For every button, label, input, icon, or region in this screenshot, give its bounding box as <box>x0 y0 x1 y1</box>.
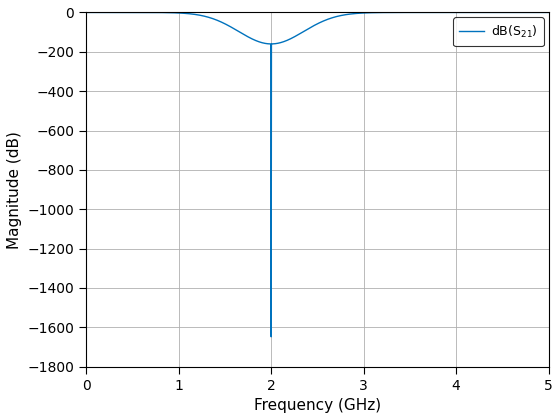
X-axis label: Frequency (GHz): Frequency (GHz) <box>254 398 381 413</box>
Y-axis label: Magnitude (dB): Magnitude (dB) <box>7 131 22 249</box>
Legend: dB(S$_{21}$): dB(S$_{21}$) <box>453 18 544 46</box>
